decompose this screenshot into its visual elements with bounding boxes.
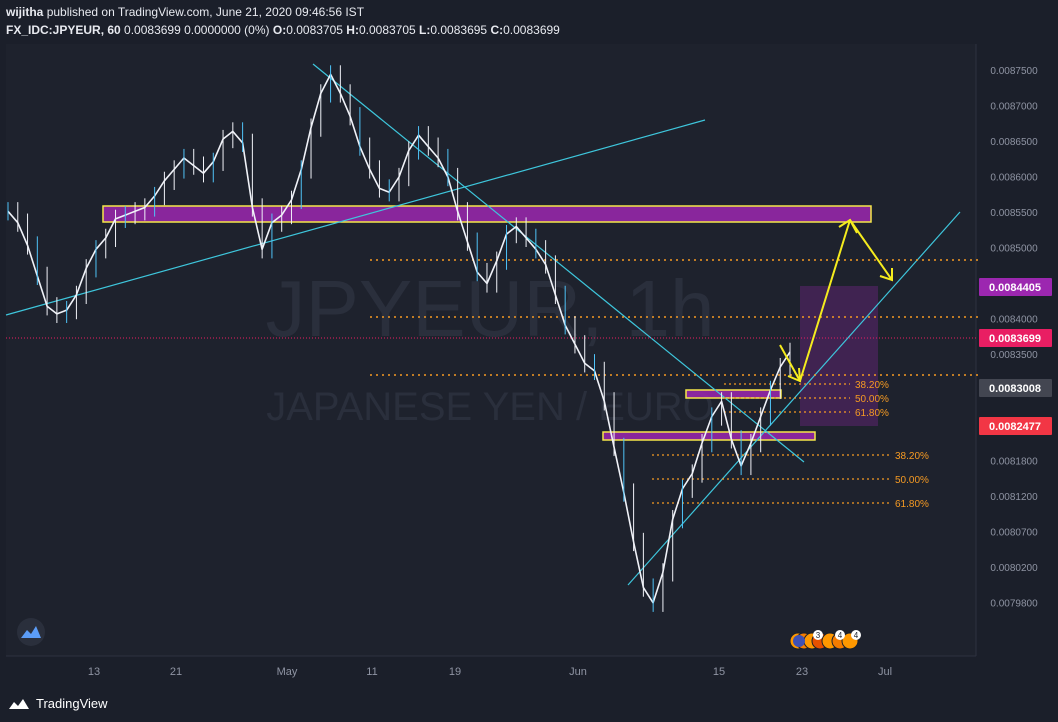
price-axis-label: 0.0085000 <box>990 244 1038 255</box>
event-badges[interactable]: 3 4 4 <box>789 630 861 650</box>
price-tag-label: 0.0083699 <box>989 333 1041 345</box>
footer: TradingView <box>0 686 1058 722</box>
fib-label: 61.80% <box>855 408 889 419</box>
time-axis-label: Jul <box>878 666 892 678</box>
tradingview-brand[interactable]: TradingView <box>8 696 108 711</box>
trendline-rising[interactable] <box>5 119 706 316</box>
close-value: 0.0083699 <box>503 23 560 37</box>
flag-icon <box>793 635 805 647</box>
time-axis-label: Jun <box>569 666 587 678</box>
badge-count-bubble <box>851 630 861 640</box>
badge-count: 4 <box>838 631 843 640</box>
price-tag[interactable] <box>979 417 1052 435</box>
fib-label: 61.80% <box>895 499 929 510</box>
compare-button[interactable] <box>17 618 45 646</box>
arrow-head-icon <box>879 268 893 282</box>
price-chart[interactable]: JPYEUR, 1h JAPANESE YEN / EURO 0.0087500… <box>0 44 1058 686</box>
tradingview-logo-icon <box>9 698 29 709</box>
fib-label: 38.20% <box>895 451 929 462</box>
plot-background <box>6 44 976 656</box>
publish-info: wijitha published on TradingView.com, Ju… <box>6 5 364 19</box>
price-tag[interactable] <box>979 278 1052 296</box>
published-text: published on TradingView.com, June 21, 2… <box>46 5 365 19</box>
high-label: H: <box>346 23 359 37</box>
compare-button-bg[interactable] <box>17 618 45 646</box>
time-axis-label: 15 <box>713 666 725 678</box>
price-axis-label: 0.0081800 <box>990 457 1038 468</box>
price-axis-label: 0.0083500 <box>990 350 1038 361</box>
price-axis-label: 0.0080200 <box>990 563 1038 574</box>
trendline-falling[interactable] <box>312 63 805 463</box>
high-value: 0.0083705 <box>358 23 416 37</box>
price-axis-label: 0.0079800 <box>990 599 1038 610</box>
ohlc-legend: FX_IDC:JPYEUR, 60 0.0083699 0.0000000 (0… <box>6 23 560 37</box>
open-label: O: <box>272 23 287 37</box>
support-zone-upper[interactable] <box>685 389 782 399</box>
time-axis-label: 11 <box>366 666 377 678</box>
price-tag-label: 0.0083008 <box>989 383 1041 395</box>
price-tag-label: 0.0084405 <box>989 282 1041 294</box>
price-axis-label: 0.0085500 <box>990 208 1038 219</box>
price-axis-label: 0.0086000 <box>990 173 1038 184</box>
open-value: 0.0083705 <box>286 23 343 37</box>
price-series-bars <box>7 65 791 612</box>
brand-name: TradingView <box>36 696 108 711</box>
resistance-zone[interactable] <box>102 205 872 223</box>
price-axis-label: 0.0080700 <box>990 528 1038 539</box>
projection-box[interactable] <box>800 286 878 426</box>
fib-label: 38.20% <box>855 380 889 391</box>
badge-count-bubble <box>835 630 845 640</box>
price-tag[interactable] <box>979 329 1052 347</box>
time-axis-label: 13 <box>88 666 100 678</box>
chart-area[interactable]: JPYEUR, 1h JAPANESE YEN / EURO 0.0087500… <box>0 44 1058 686</box>
symbol-label[interactable]: FX_IDC:JPYEUR, 60 <box>6 23 121 37</box>
change-value: 0.0000000 (0%) <box>184 23 270 37</box>
fib-label: 50.00% <box>855 394 889 405</box>
close-label: C: <box>490 23 504 37</box>
price-tags: 0.0084405 0.0083699 0.0083008 0.0082477 <box>979 278 1052 435</box>
time-axis-label: 23 <box>796 666 808 678</box>
last-price: 0.0083699 <box>124 23 181 37</box>
chart-header: wijitha published on TradingView.com, Ju… <box>0 0 1058 44</box>
badge-count-bubble <box>813 630 823 640</box>
projection-path[interactable] <box>779 219 893 382</box>
chart-mountain-icon <box>21 626 41 638</box>
price-axis-label: 0.0084000 <box>990 315 1038 326</box>
time-axis-label: 21 <box>170 666 182 678</box>
price-axis-label: 0.0086500 <box>990 137 1038 148</box>
watermark-description: JAPANESE YEN / EURO <box>266 385 714 429</box>
fib-label: 50.00% <box>895 475 929 486</box>
author-name[interactable]: wijitha <box>6 5 44 19</box>
price-tag-label: 0.0082477 <box>989 421 1041 433</box>
low-value: 0.0083695 <box>430 23 488 37</box>
badge-count: 4 <box>854 631 859 640</box>
badge-count: 3 <box>816 631 821 640</box>
price-axis-label: 0.0087000 <box>990 102 1038 113</box>
price-tag[interactable] <box>979 379 1052 397</box>
price-axis-label: 0.0087500 <box>990 66 1038 77</box>
low-label: L: <box>419 23 431 37</box>
time-axis[interactable]: 13 21 May 11 19 Jun 15 23 Jul <box>88 666 892 678</box>
price-axis-label: 0.0081200 <box>990 492 1038 503</box>
arrow-head-icon <box>838 218 858 234</box>
time-axis-label: 19 <box>449 666 461 678</box>
support-zone-lower[interactable] <box>602 431 816 441</box>
arrow-head-icon <box>787 367 802 383</box>
time-axis-label: May <box>277 666 298 678</box>
